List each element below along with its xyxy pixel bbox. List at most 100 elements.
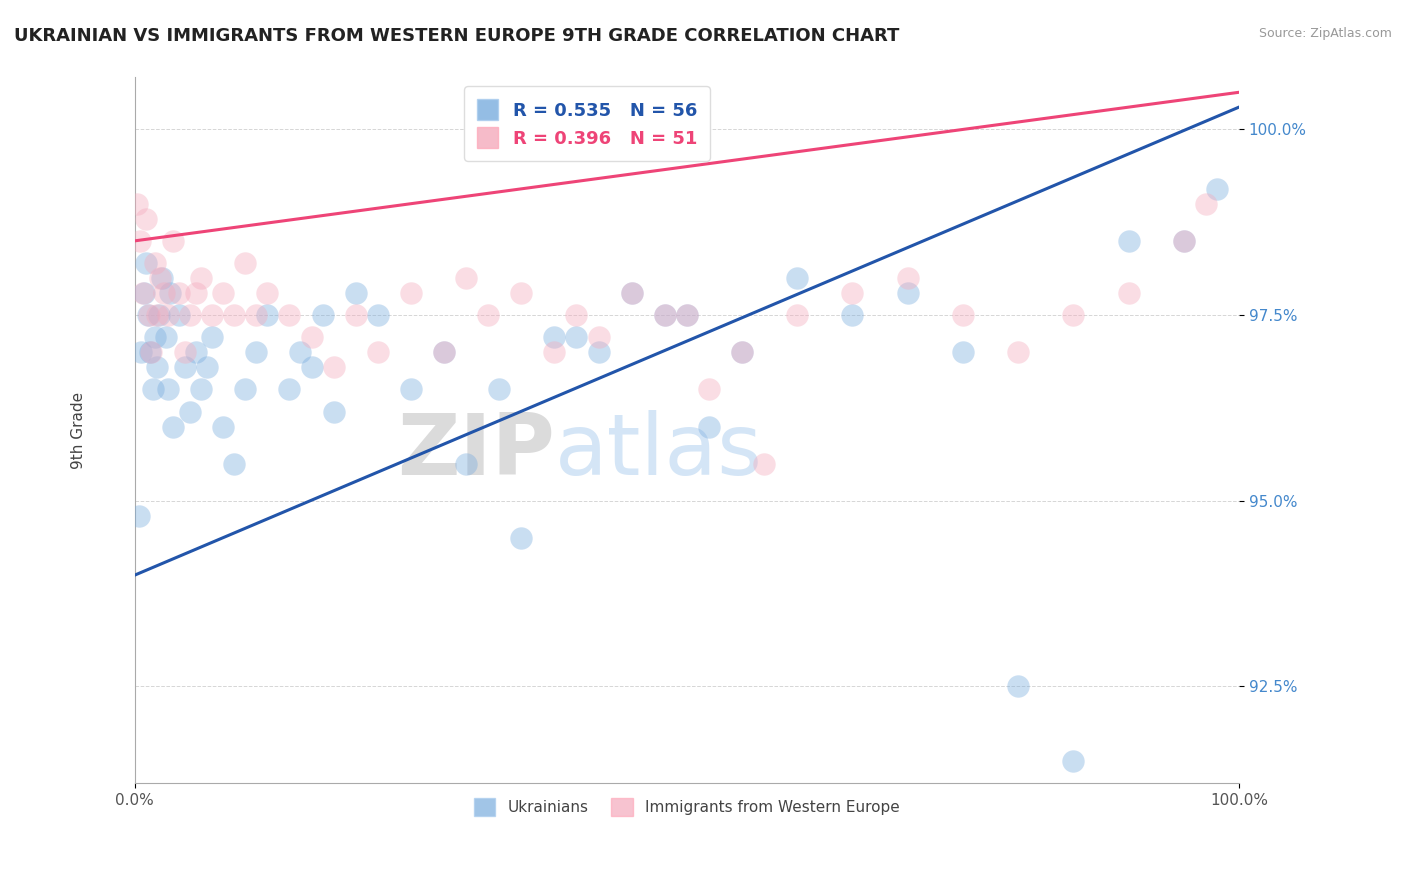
Point xyxy=(676,308,699,322)
Point xyxy=(131,345,153,359)
Point xyxy=(510,285,533,300)
Point xyxy=(162,234,184,248)
Point xyxy=(1007,680,1029,694)
Point xyxy=(173,360,195,375)
Point xyxy=(654,308,676,322)
Point xyxy=(141,345,163,359)
Y-axis label: 9th Grade: 9th Grade xyxy=(72,392,86,469)
Text: UKRAINIAN VS IMMIGRANTS FROM WESTERN EUROPE 9TH GRADE CORRELATION CHART: UKRAINIAN VS IMMIGRANTS FROM WESTERN EUR… xyxy=(14,27,900,45)
Point xyxy=(173,345,195,359)
Point xyxy=(278,308,301,322)
Point xyxy=(952,345,974,359)
Point xyxy=(301,330,323,344)
Point xyxy=(138,308,160,322)
Point xyxy=(488,383,510,397)
Point xyxy=(1173,234,1195,248)
Point xyxy=(224,457,246,471)
Point xyxy=(841,308,863,322)
Point xyxy=(367,308,389,322)
Point xyxy=(143,256,166,270)
Point xyxy=(399,383,422,397)
Point xyxy=(224,308,246,322)
Point xyxy=(1118,285,1140,300)
Point xyxy=(184,345,207,359)
Point xyxy=(322,360,344,375)
Point xyxy=(301,360,323,375)
Point xyxy=(399,285,422,300)
Point xyxy=(1118,234,1140,248)
Text: Source: ZipAtlas.com: Source: ZipAtlas.com xyxy=(1258,27,1392,40)
Point xyxy=(136,308,159,322)
Point xyxy=(1007,345,1029,359)
Point xyxy=(278,383,301,397)
Point xyxy=(128,508,150,523)
Point xyxy=(190,383,212,397)
Point xyxy=(159,285,181,300)
Point xyxy=(454,271,477,285)
Point xyxy=(162,419,184,434)
Point xyxy=(322,405,344,419)
Point xyxy=(290,345,312,359)
Point xyxy=(256,308,278,322)
Text: ZIP: ZIP xyxy=(396,410,554,493)
Point xyxy=(510,531,533,545)
Point xyxy=(367,345,389,359)
Point xyxy=(201,330,224,344)
Point xyxy=(190,271,212,285)
Point xyxy=(654,308,676,322)
Point xyxy=(588,345,610,359)
Point xyxy=(167,308,190,322)
Point xyxy=(565,330,588,344)
Point xyxy=(148,308,170,322)
Point xyxy=(156,383,179,397)
Point xyxy=(155,330,177,344)
Point xyxy=(897,271,920,285)
Point xyxy=(344,285,367,300)
Point xyxy=(433,345,456,359)
Point xyxy=(125,196,148,211)
Point xyxy=(731,345,754,359)
Point xyxy=(1062,308,1084,322)
Point xyxy=(786,308,808,322)
Point xyxy=(543,330,565,344)
Point xyxy=(132,285,155,300)
Point xyxy=(233,256,256,270)
Point xyxy=(149,271,172,285)
Point xyxy=(245,308,267,322)
Point xyxy=(1173,234,1195,248)
Point xyxy=(167,285,190,300)
Point xyxy=(676,308,699,322)
Point xyxy=(143,330,166,344)
Point xyxy=(256,285,278,300)
Point xyxy=(697,383,720,397)
Point xyxy=(433,345,456,359)
Point xyxy=(146,308,169,322)
Point xyxy=(731,345,754,359)
Point xyxy=(311,308,333,322)
Text: atlas: atlas xyxy=(554,410,762,493)
Point xyxy=(184,285,207,300)
Point xyxy=(897,285,920,300)
Point xyxy=(754,457,776,471)
Point xyxy=(146,360,169,375)
Point xyxy=(454,457,477,471)
Point xyxy=(212,285,235,300)
Point xyxy=(245,345,267,359)
Point xyxy=(212,419,235,434)
Point xyxy=(195,360,218,375)
Point xyxy=(141,383,163,397)
Point xyxy=(139,345,162,359)
Point xyxy=(131,285,153,300)
Point xyxy=(1062,754,1084,768)
Point xyxy=(233,383,256,397)
Point xyxy=(135,256,157,270)
Point xyxy=(620,285,643,300)
Point xyxy=(588,330,610,344)
Point xyxy=(1195,196,1218,211)
Point xyxy=(697,419,720,434)
Point xyxy=(841,285,863,300)
Point xyxy=(201,308,224,322)
Point xyxy=(129,234,152,248)
Point xyxy=(952,308,974,322)
Point xyxy=(620,285,643,300)
